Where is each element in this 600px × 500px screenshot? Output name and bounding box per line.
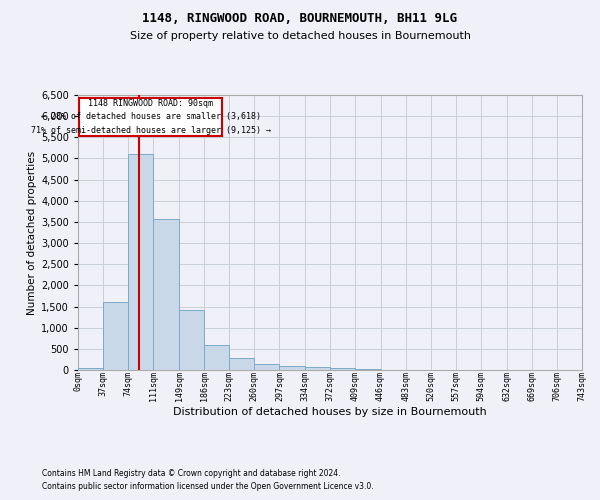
Bar [204,344,229,370]
Bar [355,368,380,370]
Bar [128,154,153,370]
Bar [254,364,280,370]
Bar [153,218,179,370]
Text: Contains HM Land Registry data © Crown copyright and database right 2024.: Contains HM Land Registry data © Crown c… [42,468,341,477]
Text: Size of property relative to detached houses in Bournemouth: Size of property relative to detached ho… [130,31,470,41]
X-axis label: Distribution of detached houses by size in Bournemouth: Distribution of detached houses by size … [173,407,487,417]
Bar [280,366,305,370]
Text: 1148 RINGWOOD ROAD: 90sqm
← 28% of detached houses are smaller (3,618)
71% of se: 1148 RINGWOOD ROAD: 90sqm ← 28% of detac… [31,100,271,134]
Text: Contains public sector information licensed under the Open Government Licence v3: Contains public sector information licen… [42,482,374,491]
Bar [78,368,103,370]
Bar [103,302,128,370]
Bar [79,98,223,136]
Bar [179,310,204,370]
Bar [305,368,331,370]
Bar [229,358,254,370]
Y-axis label: Number of detached properties: Number of detached properties [27,150,37,314]
Bar [331,368,355,370]
Text: 1148, RINGWOOD ROAD, BOURNEMOUTH, BH11 9LG: 1148, RINGWOOD ROAD, BOURNEMOUTH, BH11 9… [143,12,458,26]
